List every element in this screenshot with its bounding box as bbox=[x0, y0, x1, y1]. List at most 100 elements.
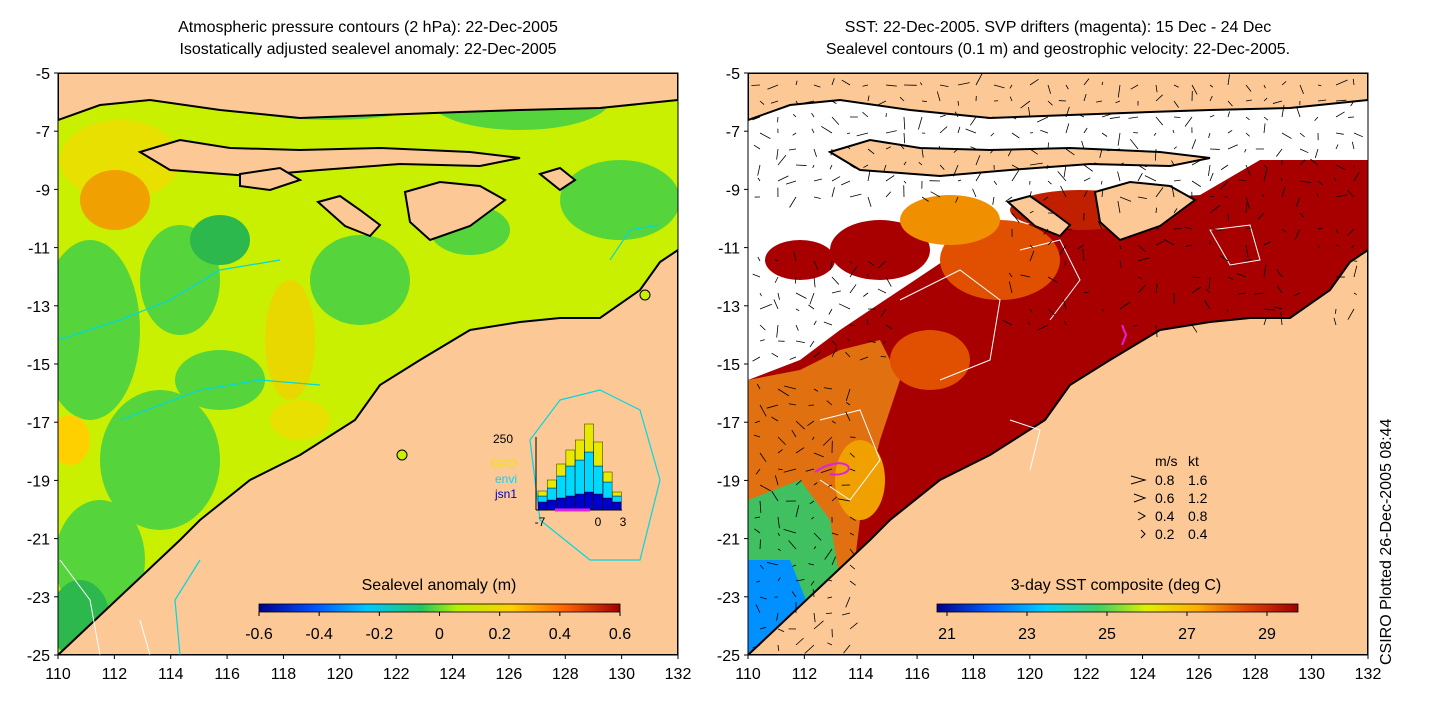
velocity-vector bbox=[767, 84, 779, 90]
velocity-vector bbox=[1335, 194, 1348, 198]
sealevel-anomaly-map bbox=[58, 73, 678, 655]
velocity-vector bbox=[1263, 308, 1275, 311]
velocity-vector bbox=[1057, 171, 1067, 182]
velocity-legend-arrow bbox=[1137, 511, 1147, 521]
velocity-vector bbox=[789, 356, 797, 360]
velocity-vector bbox=[885, 84, 897, 87]
velocity-vector bbox=[1353, 132, 1364, 138]
velocity-vector bbox=[1173, 100, 1179, 108]
velocity-vector bbox=[755, 604, 761, 614]
velocity-vector bbox=[1144, 175, 1157, 182]
sla-colorbar-tick-label: -0.2 bbox=[366, 626, 394, 643]
left-x-tick-label: 128 bbox=[552, 666, 579, 683]
velocity-vector bbox=[811, 112, 815, 118]
velocity-vector bbox=[795, 292, 807, 299]
velocity-vector bbox=[807, 420, 815, 427]
velocity-vector bbox=[1245, 196, 1251, 209]
histogram-bar bbox=[556, 475, 566, 499]
velocity-vector bbox=[766, 561, 779, 566]
left-y-tick-label: -13 bbox=[27, 299, 50, 316]
velocity-vector bbox=[877, 260, 887, 269]
velocity-vector bbox=[1263, 123, 1266, 134]
right-x-tick-label: 120 bbox=[1016, 666, 1043, 683]
left-y-tick-label: -17 bbox=[27, 415, 50, 432]
velocity-vector bbox=[993, 84, 1005, 89]
histogram-bar bbox=[575, 439, 585, 461]
velocity-vector bbox=[1171, 160, 1175, 166]
velocity-vector bbox=[774, 259, 779, 262]
velocity-vector bbox=[957, 100, 960, 106]
velocity-vector bbox=[1245, 116, 1250, 121]
velocity-vector bbox=[867, 95, 870, 102]
velocity-vector bbox=[1065, 123, 1070, 134]
velocity-vector bbox=[813, 482, 818, 486]
velocity-vector bbox=[1281, 104, 1285, 118]
velocity-vector bbox=[845, 351, 851, 358]
velocity-vector bbox=[829, 164, 833, 170]
histogram-bar bbox=[547, 479, 557, 489]
velocity-vector bbox=[813, 532, 822, 541]
right-x-tick-label: 116 bbox=[904, 666, 930, 683]
right-x-tick-label: 126 bbox=[1186, 666, 1213, 683]
velocity-legend-arrow bbox=[1133, 493, 1147, 503]
velocity-vector bbox=[1191, 276, 1201, 279]
velocity-vector bbox=[1101, 308, 1105, 312]
velocity-vector bbox=[1132, 324, 1139, 327]
velocity-vector bbox=[1314, 116, 1319, 122]
histogram-bar bbox=[602, 497, 613, 511]
velocity-vector bbox=[1191, 180, 1201, 187]
velocity-vector bbox=[1097, 221, 1103, 230]
velocity-vector bbox=[938, 145, 941, 150]
velocity-vector bbox=[813, 178, 822, 182]
velocity-vector bbox=[1137, 276, 1142, 280]
velocity-vector bbox=[759, 132, 771, 139]
velocity-vector bbox=[856, 132, 869, 137]
velocity-vector bbox=[813, 320, 817, 326]
velocity-vector bbox=[789, 196, 797, 208]
velocity-vector bbox=[1335, 228, 1339, 234]
velocity-vector bbox=[957, 82, 970, 86]
velocity-vector bbox=[759, 303, 772, 310]
velocity-vector bbox=[759, 100, 765, 105]
velocity-vector bbox=[1155, 94, 1163, 102]
velocity-vector bbox=[1263, 316, 1267, 326]
velocity-vector bbox=[759, 564, 764, 570]
velocity-vector bbox=[1173, 84, 1179, 88]
histogram-bar bbox=[537, 490, 548, 497]
inset-histogram: 250 GFO envi jsn1 -7 0 3 bbox=[491, 423, 627, 529]
velocity-vector bbox=[1011, 170, 1020, 182]
velocity-vector bbox=[845, 388, 851, 402]
left-x-tick-label: 126 bbox=[496, 666, 523, 683]
histogram-bar bbox=[602, 481, 613, 499]
sealevel-contours-white bbox=[819, 224, 1261, 501]
velocity-vector bbox=[1245, 227, 1252, 230]
sla-colorbar-tick-label: 0.2 bbox=[489, 626, 511, 643]
velocity-vector bbox=[1227, 129, 1233, 134]
velocity-vector bbox=[1281, 132, 1292, 139]
velocity-vector bbox=[1209, 84, 1214, 88]
velocity-vector bbox=[899, 96, 905, 102]
velocity-vector bbox=[1008, 281, 1013, 294]
velocity-vector bbox=[1276, 269, 1283, 278]
velocity-vector bbox=[759, 404, 767, 417]
velocity-vector bbox=[759, 596, 767, 600]
histogram-legend-envi: envi bbox=[495, 472, 517, 486]
velocity-vector bbox=[1117, 132, 1121, 146]
velocity-vector bbox=[849, 324, 857, 327]
velocity-vector bbox=[791, 429, 797, 438]
histogram-bar bbox=[565, 449, 576, 467]
left-y-tick-label: -19 bbox=[27, 473, 50, 490]
velocity-vector bbox=[1299, 84, 1304, 94]
right-y-tick-label: -15 bbox=[717, 357, 740, 374]
velocity-vector bbox=[1262, 194, 1265, 198]
velocity-vector bbox=[752, 356, 761, 362]
velocity-vector bbox=[1137, 196, 1148, 199]
velocity-vector bbox=[1060, 185, 1067, 198]
velocity-vector bbox=[1155, 283, 1158, 294]
velocity-vector bbox=[1172, 129, 1175, 134]
velocity-vector bbox=[970, 116, 977, 126]
right-x-tick-label: 128 bbox=[1242, 666, 1269, 683]
velocity-vector bbox=[1317, 99, 1327, 102]
velocity-vector bbox=[939, 126, 948, 134]
velocity-vector bbox=[849, 516, 856, 521]
